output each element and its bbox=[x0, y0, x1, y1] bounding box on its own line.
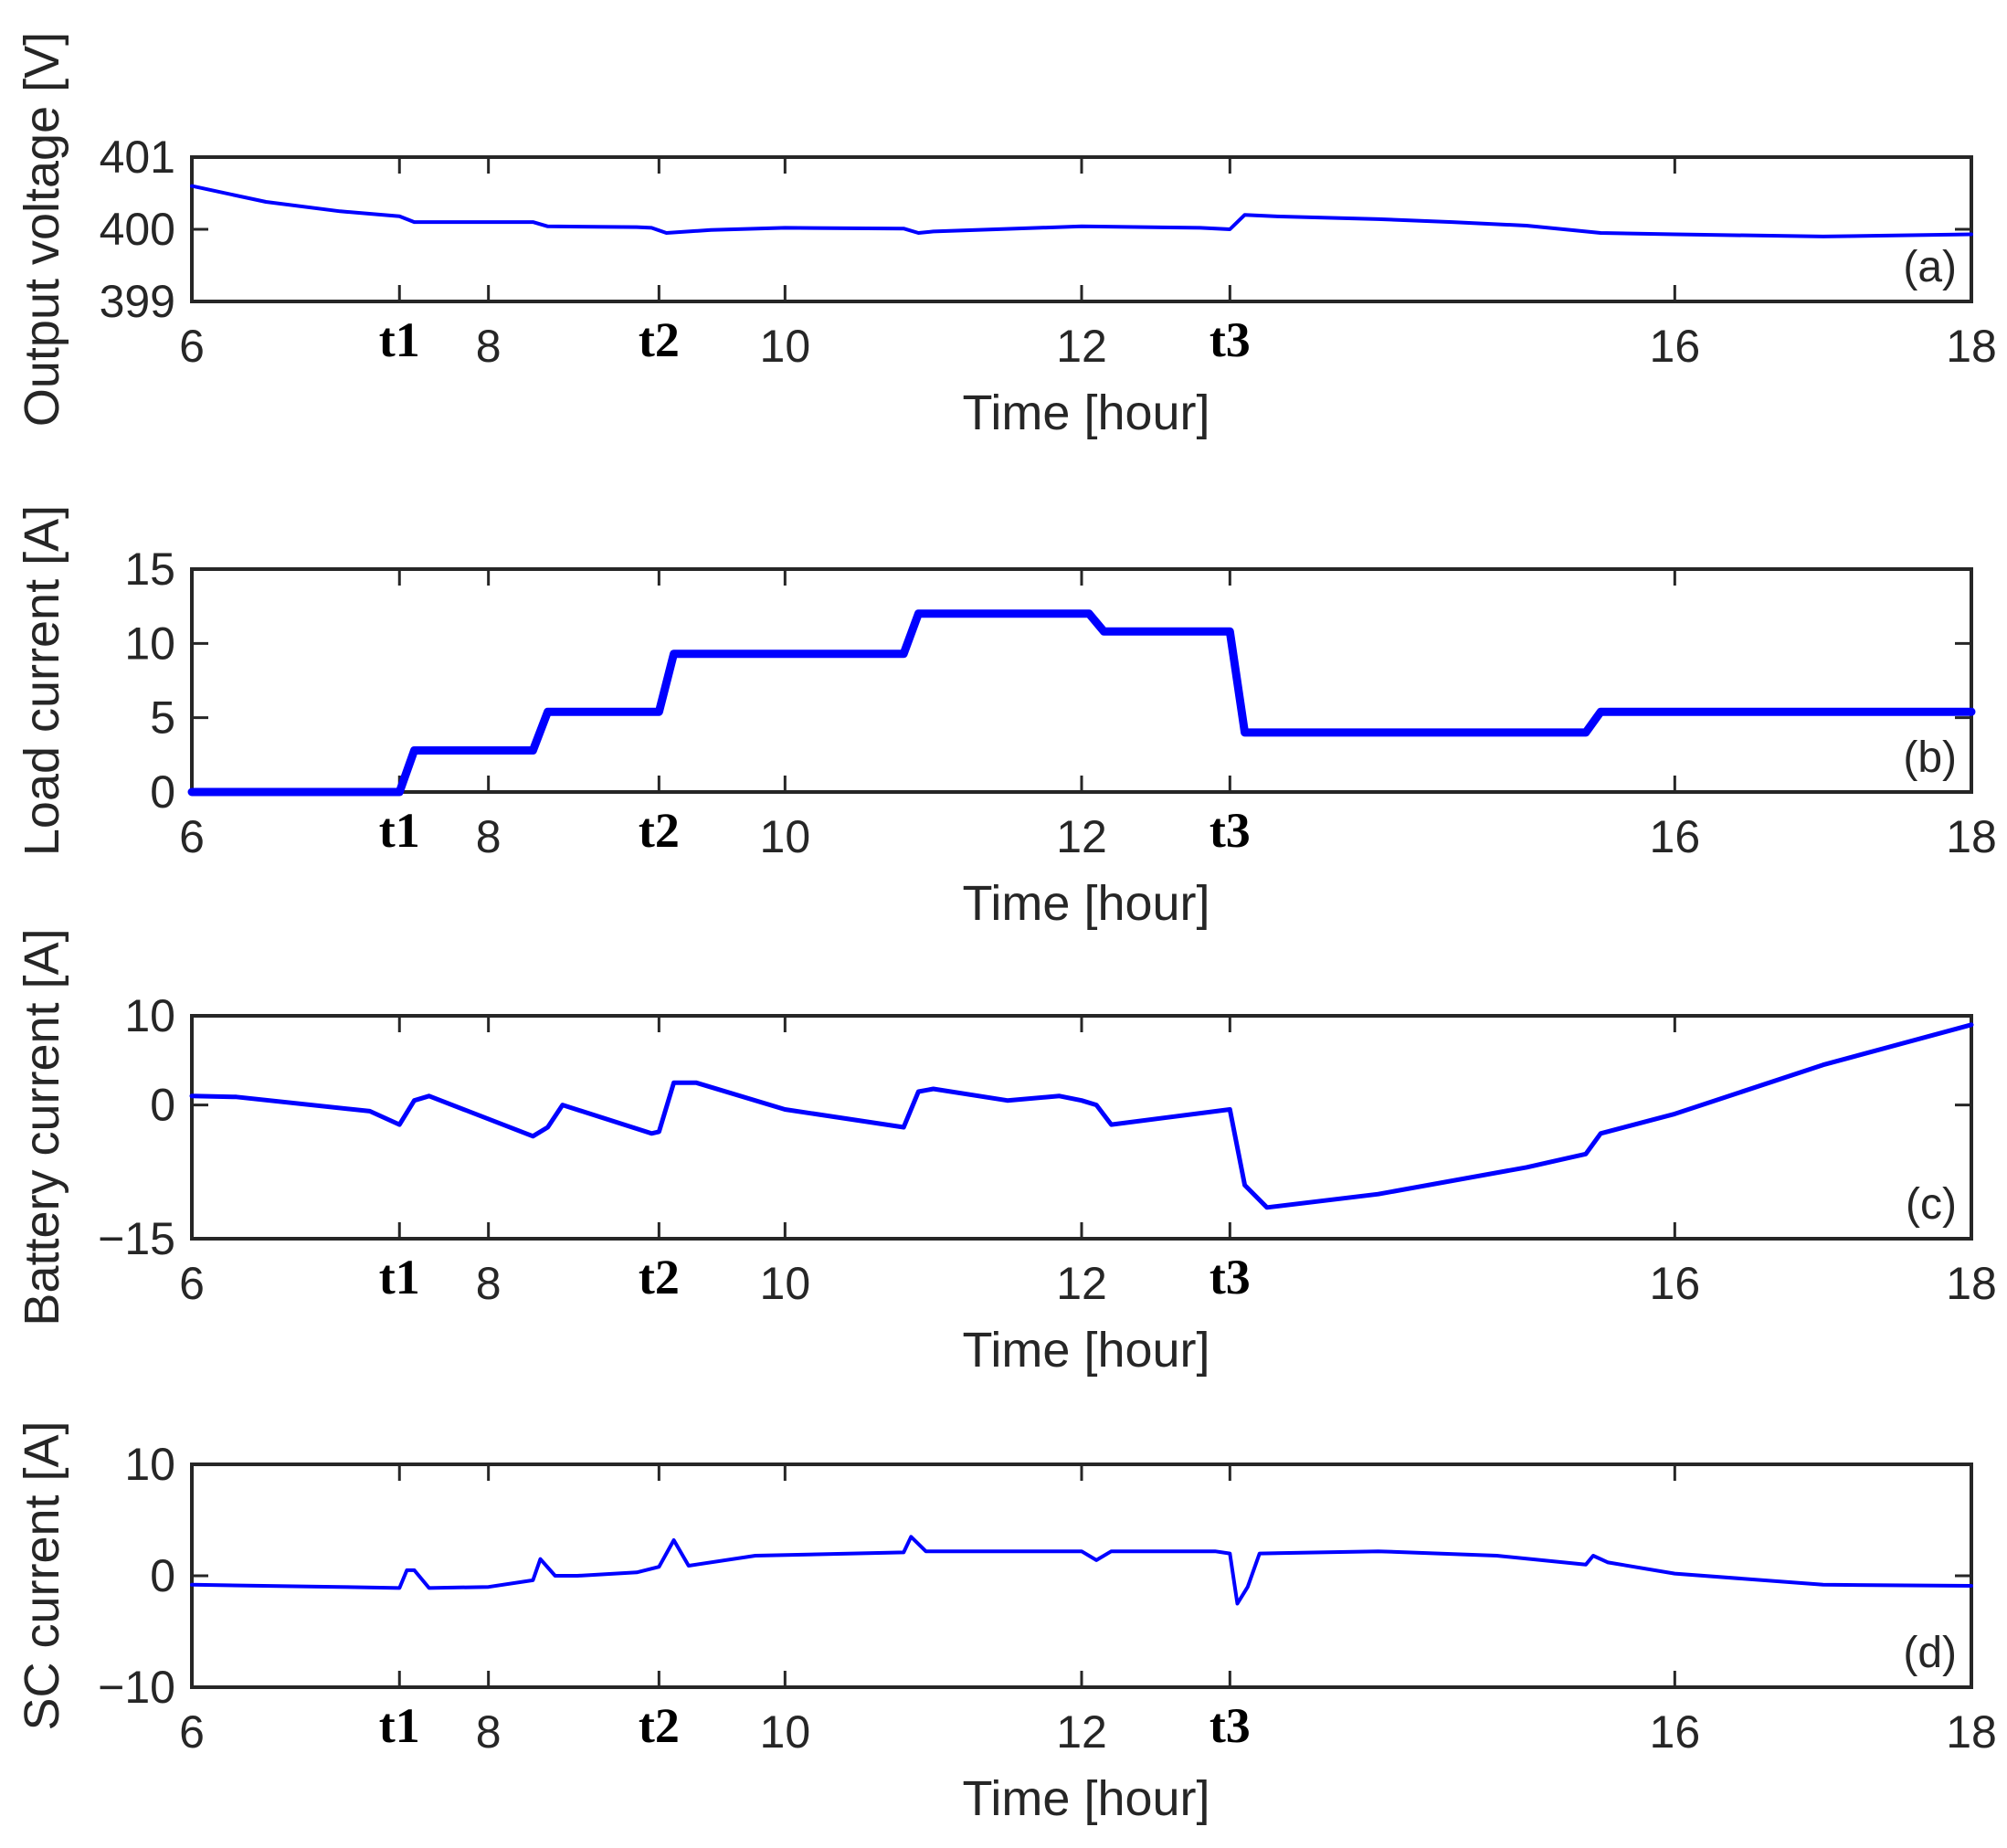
panel-a-marker-t1: t1 bbox=[379, 312, 420, 367]
panel-d-series-line bbox=[190, 1535, 1973, 1606]
panel-a-output-voltage: 6 8 10 12 16 18 t1 t2 t3 399 400 401 Time [hour] Outp… bbox=[15, 32, 1997, 440]
panel-c-ytick-label: −15 bbox=[98, 1213, 175, 1264]
panel-d-y-axis-title: SC current [A] bbox=[15, 1420, 69, 1730]
panel-a-xtick-label: 6 bbox=[179, 321, 205, 372]
panel-a-series-line bbox=[190, 184, 1973, 238]
panel-b-tag: (b) bbox=[1903, 734, 1957, 782]
panel-b-load-current: 6 8 10 12 16 18 t1 t2 t3 0 5 10 15 Time [hour] Load cu… bbox=[15, 505, 1997, 931]
panel-c-axes-frame bbox=[190, 1014, 1973, 1241]
panel-d-marker-t1: t1 bbox=[379, 1698, 420, 1753]
panel-c-y-axis-title: Battery current [A] bbox=[15, 928, 69, 1325]
panel-a-ytick-label: 400 bbox=[100, 204, 175, 255]
panel-a-tag: (a) bbox=[1903, 243, 1957, 291]
panel-d-tag: (d) bbox=[1903, 1629, 1957, 1677]
panel-b-xtick-label: 8 bbox=[476, 811, 502, 862]
panel-a-ytick-label: 401 bbox=[100, 132, 175, 183]
panel-a-y-axis-title: Output voltage [V] bbox=[15, 32, 69, 427]
panel-b-series-line bbox=[187, 609, 1976, 797]
panel-b-xtick-label: 16 bbox=[1650, 811, 1701, 862]
panel-c-marker-t3: t3 bbox=[1209, 1250, 1251, 1304]
panel-c-ytick-label: 10 bbox=[124, 990, 175, 1041]
panel-b-marker-t1: t1 bbox=[379, 803, 420, 858]
panel-a-xtick-label: 10 bbox=[760, 321, 811, 372]
panel-c-xtick-label: 8 bbox=[476, 1258, 502, 1309]
panel-d-x-axis-title: Time [hour] bbox=[962, 1771, 1209, 1826]
panel-d-xtick-label: 16 bbox=[1650, 1706, 1701, 1758]
panel-a-xtick-label: 16 bbox=[1650, 321, 1701, 372]
panel-b-marker-t3: t3 bbox=[1209, 803, 1251, 858]
panel-d-ytick-label: −10 bbox=[98, 1662, 175, 1713]
panel-b-ytick-label: 15 bbox=[124, 544, 175, 595]
panel-a-marker-t3: t3 bbox=[1209, 312, 1251, 367]
panel-b-y-axis-title: Load current [A] bbox=[15, 505, 69, 856]
panel-a-x-axis-title: Time [hour] bbox=[962, 385, 1209, 440]
panel-c-xtick-label: 18 bbox=[1946, 1258, 1997, 1309]
panel-d-xtick-label: 18 bbox=[1946, 1706, 1997, 1758]
panel-c-battery-current: 6 8 10 12 16 18 t1 t2 t3 −15 0 10 Time [hour] Battery… bbox=[15, 928, 1997, 1378]
panel-d-marker-t2: t2 bbox=[639, 1698, 680, 1753]
panel-b-xtick-label: 12 bbox=[1056, 811, 1107, 862]
panel-c-xtick-label: 16 bbox=[1650, 1258, 1701, 1309]
panel-d-xtick-label: 8 bbox=[476, 1706, 502, 1758]
panel-c-xtick-label: 10 bbox=[760, 1258, 811, 1309]
panel-c-tag: (c) bbox=[1906, 1180, 1957, 1229]
panel-a-marker-t2: t2 bbox=[639, 312, 680, 367]
panel-a-xtick-label: 18 bbox=[1946, 321, 1997, 372]
panel-b-xtick-label: 18 bbox=[1946, 811, 1997, 862]
panel-b-ytick-label: 0 bbox=[150, 766, 175, 818]
panel-c-xtick-label: 6 bbox=[179, 1258, 205, 1309]
panel-d-xtick-label: 12 bbox=[1056, 1706, 1107, 1758]
panel-c-xtick-label: 12 bbox=[1056, 1258, 1107, 1309]
panel-b-xtick-label: 10 bbox=[760, 811, 811, 862]
panel-d-ytick-label: 0 bbox=[150, 1550, 175, 1601]
panel-c-marker-t2: t2 bbox=[639, 1250, 680, 1304]
panel-b-ytick-label: 5 bbox=[150, 692, 175, 744]
panel-d-marker-t3: t3 bbox=[1209, 1698, 1251, 1753]
panel-d-ytick-label: 10 bbox=[124, 1439, 175, 1490]
panel-c-marker-t1: t1 bbox=[379, 1250, 420, 1304]
panel-a-xtick-label: 12 bbox=[1056, 321, 1107, 372]
panel-a-ytick-label: 399 bbox=[100, 276, 175, 327]
panel-b-axes-frame bbox=[190, 567, 1973, 794]
panel-d-sc-current: 6 8 10 12 16 18 t1 t2 t3 −10 0 10 Time [hour] SC curr… bbox=[15, 1420, 1997, 1826]
panel-b-xtick-label: 6 bbox=[179, 811, 205, 862]
panel-d-xtick-label: 6 bbox=[179, 1706, 205, 1758]
panel-a-xtick-label: 8 bbox=[476, 321, 502, 372]
panel-b-x-axis-title: Time [hour] bbox=[962, 876, 1209, 931]
panel-c-x-axis-title: Time [hour] bbox=[962, 1323, 1209, 1378]
panel-b-ytick-label: 10 bbox=[124, 618, 175, 669]
panel-c-ytick-label: 0 bbox=[150, 1080, 175, 1131]
panel-a-axes-frame bbox=[190, 155, 1973, 303]
panel-c-series-line bbox=[189, 1022, 1974, 1210]
panel-d-xtick-label: 10 bbox=[760, 1706, 811, 1758]
panel-b-marker-t2: t2 bbox=[639, 803, 680, 858]
